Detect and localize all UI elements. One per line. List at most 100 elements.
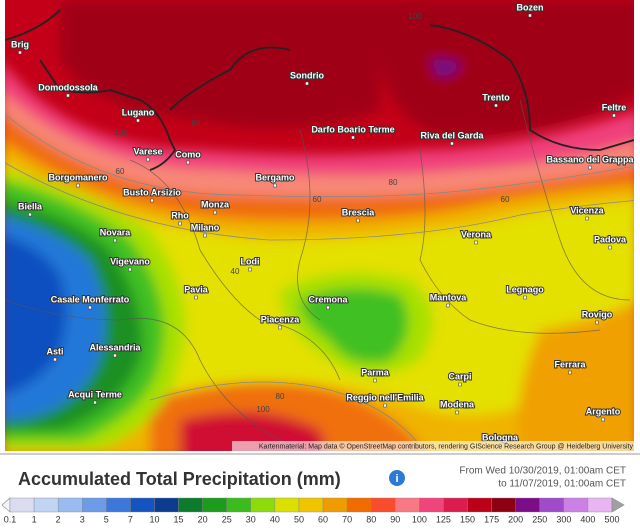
city-label: Busto Arsizio — [123, 187, 181, 197]
city-marker — [113, 238, 117, 243]
city-label: Acqui Terme — [68, 389, 122, 399]
period-from: From Wed 10/30/2019, 01:00am CET — [459, 466, 626, 477]
legend-title: Accumulated Total Precipitation (mm) — [18, 469, 341, 489]
colorbar-arrow-left — [1, 497, 11, 513]
colorbar-segment — [346, 497, 372, 513]
colorbar-segment — [202, 497, 227, 513]
colorbar-segment — [395, 497, 420, 513]
colorbar-segment — [467, 497, 492, 513]
city-marker — [146, 157, 150, 162]
attribution-bg — [232, 441, 634, 451]
city-marker — [455, 410, 459, 415]
contour-label: 80 — [192, 119, 201, 128]
colorbar-tick-label: 5 — [104, 514, 109, 524]
city-marker — [128, 267, 132, 272]
city-marker — [458, 382, 462, 387]
national-border — [5, 9, 634, 171]
city-label: Modena — [440, 399, 475, 409]
city-marker — [150, 198, 154, 203]
city-marker — [608, 245, 612, 250]
colorbar-tick-label: 150 — [460, 514, 475, 524]
city-marker — [326, 305, 330, 310]
colorbar-segment — [106, 497, 131, 513]
city-marker — [528, 13, 532, 18]
city-marker — [66, 93, 70, 98]
colorbar-tick-label: 125 — [436, 514, 451, 524]
city-marker — [53, 357, 57, 362]
city-marker — [356, 218, 360, 223]
colorbar-tick-label: 250 — [532, 514, 547, 524]
city-marker — [568, 370, 572, 375]
colorbar-segment — [274, 497, 300, 513]
info-icon[interactable] — [389, 470, 405, 486]
colorbar-tick-label: 60 — [318, 514, 328, 524]
city-label: Borgomanero — [48, 172, 108, 182]
city-label: Ferrara — [554, 359, 586, 369]
city-marker — [186, 160, 190, 165]
city-label: Lodi — [241, 256, 260, 266]
colorbar-segment — [178, 497, 203, 513]
colorbar-tick-label: 25 — [222, 514, 232, 524]
city-marker — [136, 118, 140, 123]
colorbar-tick-label: 0.1 — [4, 514, 17, 524]
colorbar-segment — [9, 497, 35, 513]
city-label: Alessandria — [89, 342, 141, 352]
colorbar-segment — [371, 497, 396, 513]
colorbar-tick-label: 300 — [556, 514, 571, 524]
city-marker — [383, 403, 387, 408]
colorbar-segment — [322, 497, 348, 513]
colorbar-tick-label: 2 — [56, 514, 61, 524]
city-marker — [494, 103, 498, 108]
city-marker — [76, 183, 80, 188]
city-marker — [474, 240, 478, 245]
city-marker — [28, 212, 32, 217]
colorbar-tick-label: 10 — [149, 514, 159, 524]
info-icon-label[interactable]: i — [395, 473, 398, 485]
city-label: Riva del Garda — [420, 130, 484, 140]
city-label: Verona — [461, 229, 492, 239]
city-label: Biella — [18, 201, 43, 211]
colorbar-segment — [298, 497, 324, 513]
colorbar-segment — [250, 497, 276, 513]
colorbar-segment — [587, 497, 613, 513]
colorbar-segment — [515, 497, 540, 513]
contour-label: 60 — [501, 195, 510, 204]
city-label: Lugano — [122, 107, 155, 117]
city-label: Feltre — [602, 102, 627, 112]
city-marker — [612, 113, 616, 118]
colorbar-tick-label: 100 — [412, 514, 427, 524]
city-label: Bozen — [517, 2, 544, 12]
city-label: Brig — [11, 39, 29, 49]
city-marker — [450, 141, 454, 146]
colorbar-tick-label: 70 — [342, 514, 352, 524]
city-label: Parma — [361, 367, 390, 377]
city-marker — [248, 267, 252, 272]
city-marker — [88, 305, 92, 310]
contour-label: 40 — [231, 267, 240, 276]
colorbar-tick-label: 3 — [80, 514, 85, 524]
colorbar-segment — [563, 497, 589, 513]
colorbar-segment — [443, 497, 468, 513]
city-label: Bergamo — [255, 172, 295, 182]
colorbar: 0.1 1 2 3 5 7 10 15 20 25 30 40 50 60 70 80 90 100 125 150 1… — [1, 497, 625, 524]
city-label: Vigevano — [110, 256, 150, 266]
city-marker — [113, 353, 117, 358]
precip-field — [5, 0, 634, 451]
city-label: Bologna — [482, 432, 519, 442]
city-label: Milano — [191, 222, 220, 232]
city-marker — [351, 135, 355, 140]
colorbar-tick-label: 7 — [128, 514, 133, 524]
contour-lines — [5, 113, 634, 451]
map: 100 100 80 60 60 80 60 40 80 100 Bozen Brig Domodos… — [5, 0, 634, 451]
city-label: Padova — [594, 234, 627, 244]
city-label: Novara — [100, 227, 132, 237]
city-marker — [93, 400, 97, 405]
contour-label: 80 — [276, 392, 285, 401]
colorbar-segment — [130, 497, 155, 513]
colorbar-tick-label: 20 — [198, 514, 208, 524]
city-label: Legnago — [506, 284, 544, 294]
colorbar-segment — [154, 497, 179, 513]
city-label: Argento — [586, 406, 621, 416]
city-label: Monza — [201, 199, 230, 209]
